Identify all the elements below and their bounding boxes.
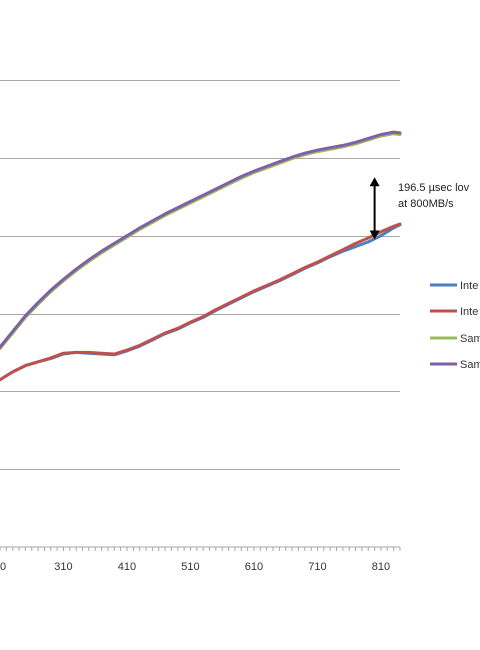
- series-line-3: [0, 132, 402, 350]
- gridlines: [0, 80, 400, 470]
- x-tick-label: 410: [118, 561, 136, 573]
- series-line-1: [0, 223, 402, 382]
- legend-label-4: Sam: [460, 359, 480, 371]
- annotation-text-line1: 196.5 µsec lov: [398, 182, 470, 194]
- legend: Inte Inte Sam Sam: [430, 280, 480, 371]
- legend-label-1: Inte: [460, 280, 478, 292]
- x-tick-label: 610: [245, 561, 263, 573]
- x-tick-label: 810: [372, 561, 390, 573]
- series-line-4: [0, 130, 402, 349]
- annotation-arrowhead-top: [369, 177, 380, 187]
- legend-label-2: Inte: [460, 306, 478, 318]
- x-axis-ticks: [0, 547, 401, 551]
- series-lines: [0, 130, 402, 382]
- annotation: 196.5 µsec lov at 800MB/s: [369, 177, 470, 240]
- annotation-text-line2: at 800MB/s: [398, 198, 454, 210]
- x-tick-label: 0: [0, 561, 6, 573]
- annotation-arrowhead-bottom: [369, 230, 380, 240]
- x-tick-label: 710: [308, 561, 326, 573]
- x-axis-tick-labels: 0 310 410 510 610 710 810: [0, 561, 390, 573]
- series-line-2: [0, 222, 402, 382]
- legend-label-3: Sam: [460, 333, 480, 345]
- x-tick-label: 510: [181, 561, 199, 573]
- x-tick-label: 310: [54, 561, 72, 573]
